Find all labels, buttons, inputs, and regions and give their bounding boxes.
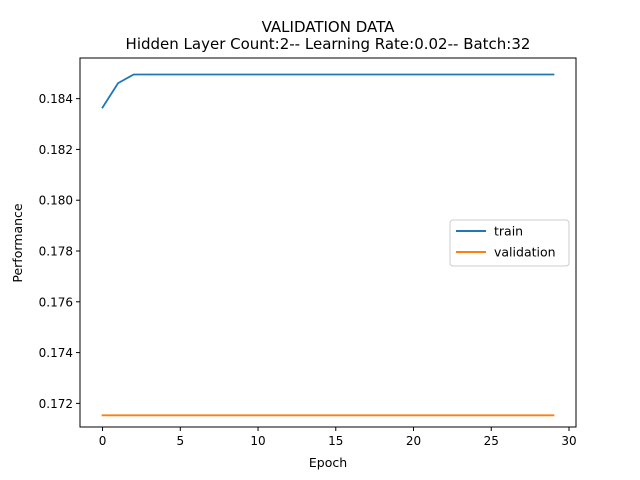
chart-title: VALIDATION DATA bbox=[262, 18, 395, 36]
x-tick-label: 5 bbox=[176, 434, 184, 448]
x-tick-label: 25 bbox=[484, 434, 499, 448]
axes-frame bbox=[79, 57, 577, 428]
y-tick-label: 0.184 bbox=[39, 92, 73, 106]
x-tick-label: 20 bbox=[406, 434, 421, 448]
x-tick-label: 0 bbox=[99, 434, 107, 448]
legend-label-validation: validation bbox=[494, 245, 556, 260]
x-tick-label: 10 bbox=[250, 434, 265, 448]
y-tick-label: 0.180 bbox=[39, 194, 73, 208]
y-axis-ticks: 0.172 0.174 0.176 0.178 0.180 0.182 0.184 bbox=[39, 92, 80, 411]
x-axis-ticks: 0 5 10 15 20 25 30 bbox=[99, 427, 577, 448]
x-tick-label: 15 bbox=[328, 434, 343, 448]
y-axis-label: Performance bbox=[10, 203, 25, 283]
y-tick-label: 0.182 bbox=[39, 143, 73, 157]
y-tick-label: 0.176 bbox=[39, 295, 73, 309]
y-tick-label: 0.172 bbox=[39, 397, 73, 411]
legend-label-train: train bbox=[494, 224, 523, 239]
y-tick-label: 0.178 bbox=[39, 245, 73, 259]
y-tick-label: 0.174 bbox=[39, 346, 73, 360]
series-layer bbox=[101, 73, 555, 417]
legend: train validation bbox=[449, 219, 570, 267]
x-axis-label: Epoch bbox=[309, 455, 347, 470]
chart-subtitle: Hidden Layer Count:2-- Learning Rate:0.0… bbox=[126, 35, 531, 53]
series-line-train bbox=[101, 73, 555, 109]
x-tick-label: 30 bbox=[561, 434, 576, 448]
